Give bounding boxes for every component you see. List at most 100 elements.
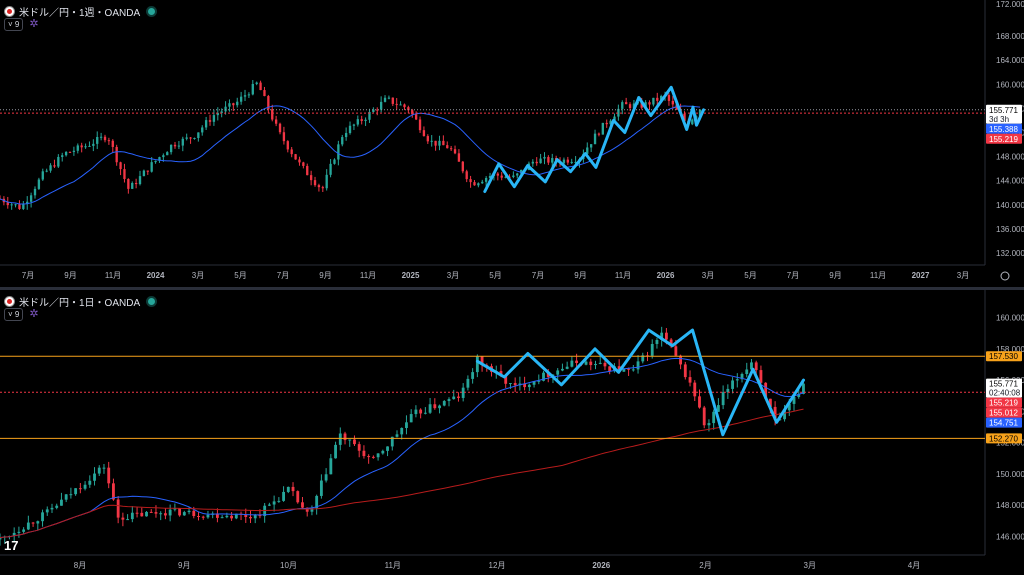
chart-settings-icon[interactable] xyxy=(1000,271,1010,281)
candle-body xyxy=(783,410,786,420)
price-tick-label: 144.000 xyxy=(996,177,1024,186)
time-tick-label: 5月 xyxy=(489,271,501,280)
candle-body xyxy=(419,409,423,414)
candle-body xyxy=(78,488,82,490)
candle-body xyxy=(707,423,711,426)
candle-body xyxy=(570,360,574,367)
candle-body xyxy=(423,412,427,414)
candle-body xyxy=(561,368,564,371)
candle-body xyxy=(181,138,184,146)
candle-body xyxy=(234,513,238,519)
candle-body xyxy=(594,363,597,366)
time-tick-label: 11月 xyxy=(360,271,376,280)
candle-body xyxy=(130,512,134,520)
candle-body xyxy=(390,436,394,447)
indicator-collapse-button[interactable]: ˅ 9 xyxy=(4,308,24,321)
time-tick-label: 9月 xyxy=(178,561,190,570)
candle-body xyxy=(10,204,13,206)
candle-body xyxy=(570,161,573,163)
daily-chart-canvas[interactable]: 160.000158.000156.000154.000152.000150.0… xyxy=(0,290,1024,575)
candle-body xyxy=(158,157,161,161)
candle-body xyxy=(193,137,196,139)
weekly-chart-canvas[interactable]: 168.000164.000160.000156.000152.000148.0… xyxy=(0,0,1024,287)
pane-separator[interactable] xyxy=(0,287,1024,290)
candle-body xyxy=(173,144,177,147)
candle-body xyxy=(26,522,30,530)
tradingview-logo-icon[interactable]: 17 xyxy=(4,538,19,553)
candle-body xyxy=(112,483,115,500)
candle-body xyxy=(121,517,125,520)
candle-body xyxy=(37,179,41,189)
candle-body xyxy=(243,95,247,97)
moving-average-line xyxy=(0,408,804,539)
candle-body xyxy=(177,145,181,147)
candle-body xyxy=(310,508,314,512)
price-tick-label: 132.000 xyxy=(996,249,1024,258)
symbol-title: 米ドル／円・1週・OANDA xyxy=(19,8,141,19)
price-tick-label: 172.000 xyxy=(996,0,1024,9)
price-tag xyxy=(986,433,1022,444)
candle-body xyxy=(134,182,138,185)
candle-body xyxy=(138,176,142,185)
price-tag xyxy=(986,397,1022,408)
candle-body xyxy=(212,115,216,122)
candle-body xyxy=(294,154,297,160)
candle-body xyxy=(539,158,542,164)
candle-body xyxy=(433,404,437,409)
candle-body xyxy=(45,509,49,513)
candle-body xyxy=(228,103,231,107)
candle-body xyxy=(603,362,607,367)
candle-body xyxy=(621,102,624,109)
candle-body xyxy=(537,380,541,382)
candle-body xyxy=(613,116,616,121)
candle-body xyxy=(31,522,35,524)
indicator-collapse-button[interactable]: ˅ 9 xyxy=(4,18,24,31)
daily-chart-pane[interactable]: 米ドル／円・1日・OANDA ˅ 9 ✲ 160.000158.000156.0… xyxy=(0,290,1024,575)
weekly-chart-pane[interactable]: 米ドル／円・1週・OANDA ˅ 9 ✲ 168.000 164.000 160.0… xyxy=(0,0,1024,287)
candle-body xyxy=(14,204,17,206)
candle-body xyxy=(282,132,286,142)
candle-body xyxy=(83,484,87,489)
time-tick-label: 9月 xyxy=(319,271,331,280)
candle-body xyxy=(57,156,60,167)
candle-body xyxy=(565,366,569,369)
time-tick-label: 9月 xyxy=(64,271,76,280)
candle-body xyxy=(102,467,106,469)
price-tick-label: 136.000 xyxy=(996,225,1024,234)
candle-body xyxy=(702,407,706,426)
candle-body xyxy=(26,201,29,204)
candle-body xyxy=(18,204,21,209)
candle-body xyxy=(247,94,251,96)
price-tag-label: 155.012 xyxy=(989,409,1018,418)
candle-body xyxy=(329,163,332,175)
candle-body xyxy=(512,175,515,178)
price-tick-label: 164.000 xyxy=(996,56,1024,65)
candle-body xyxy=(72,150,76,152)
candle-body xyxy=(290,149,293,155)
candle-body xyxy=(251,83,254,95)
candle-body xyxy=(337,144,340,160)
candle-body xyxy=(527,384,531,388)
candle-body xyxy=(149,511,153,513)
indicator-settings-icon[interactable]: ✲ xyxy=(29,18,39,30)
candle-body xyxy=(627,368,631,370)
candle-body xyxy=(334,444,337,459)
candle-body xyxy=(306,165,309,176)
candle-body xyxy=(387,97,391,99)
candle-body xyxy=(481,181,484,184)
candle-body xyxy=(735,379,739,381)
candle-body xyxy=(343,433,347,441)
indicator-settings-icon[interactable]: ✲ xyxy=(29,308,39,320)
candle-body xyxy=(438,140,441,146)
candle-body xyxy=(671,100,674,105)
price-tag-countdown: 02:40:08 xyxy=(989,389,1021,398)
candle-body xyxy=(93,473,96,481)
candle-body xyxy=(267,96,270,110)
candle-body xyxy=(182,512,186,516)
time-tick-label: 11月 xyxy=(105,271,121,280)
candle-body xyxy=(405,422,408,429)
candle-body xyxy=(660,332,664,340)
candle-body xyxy=(17,531,21,533)
time-tick-label: 7月 xyxy=(22,271,34,280)
